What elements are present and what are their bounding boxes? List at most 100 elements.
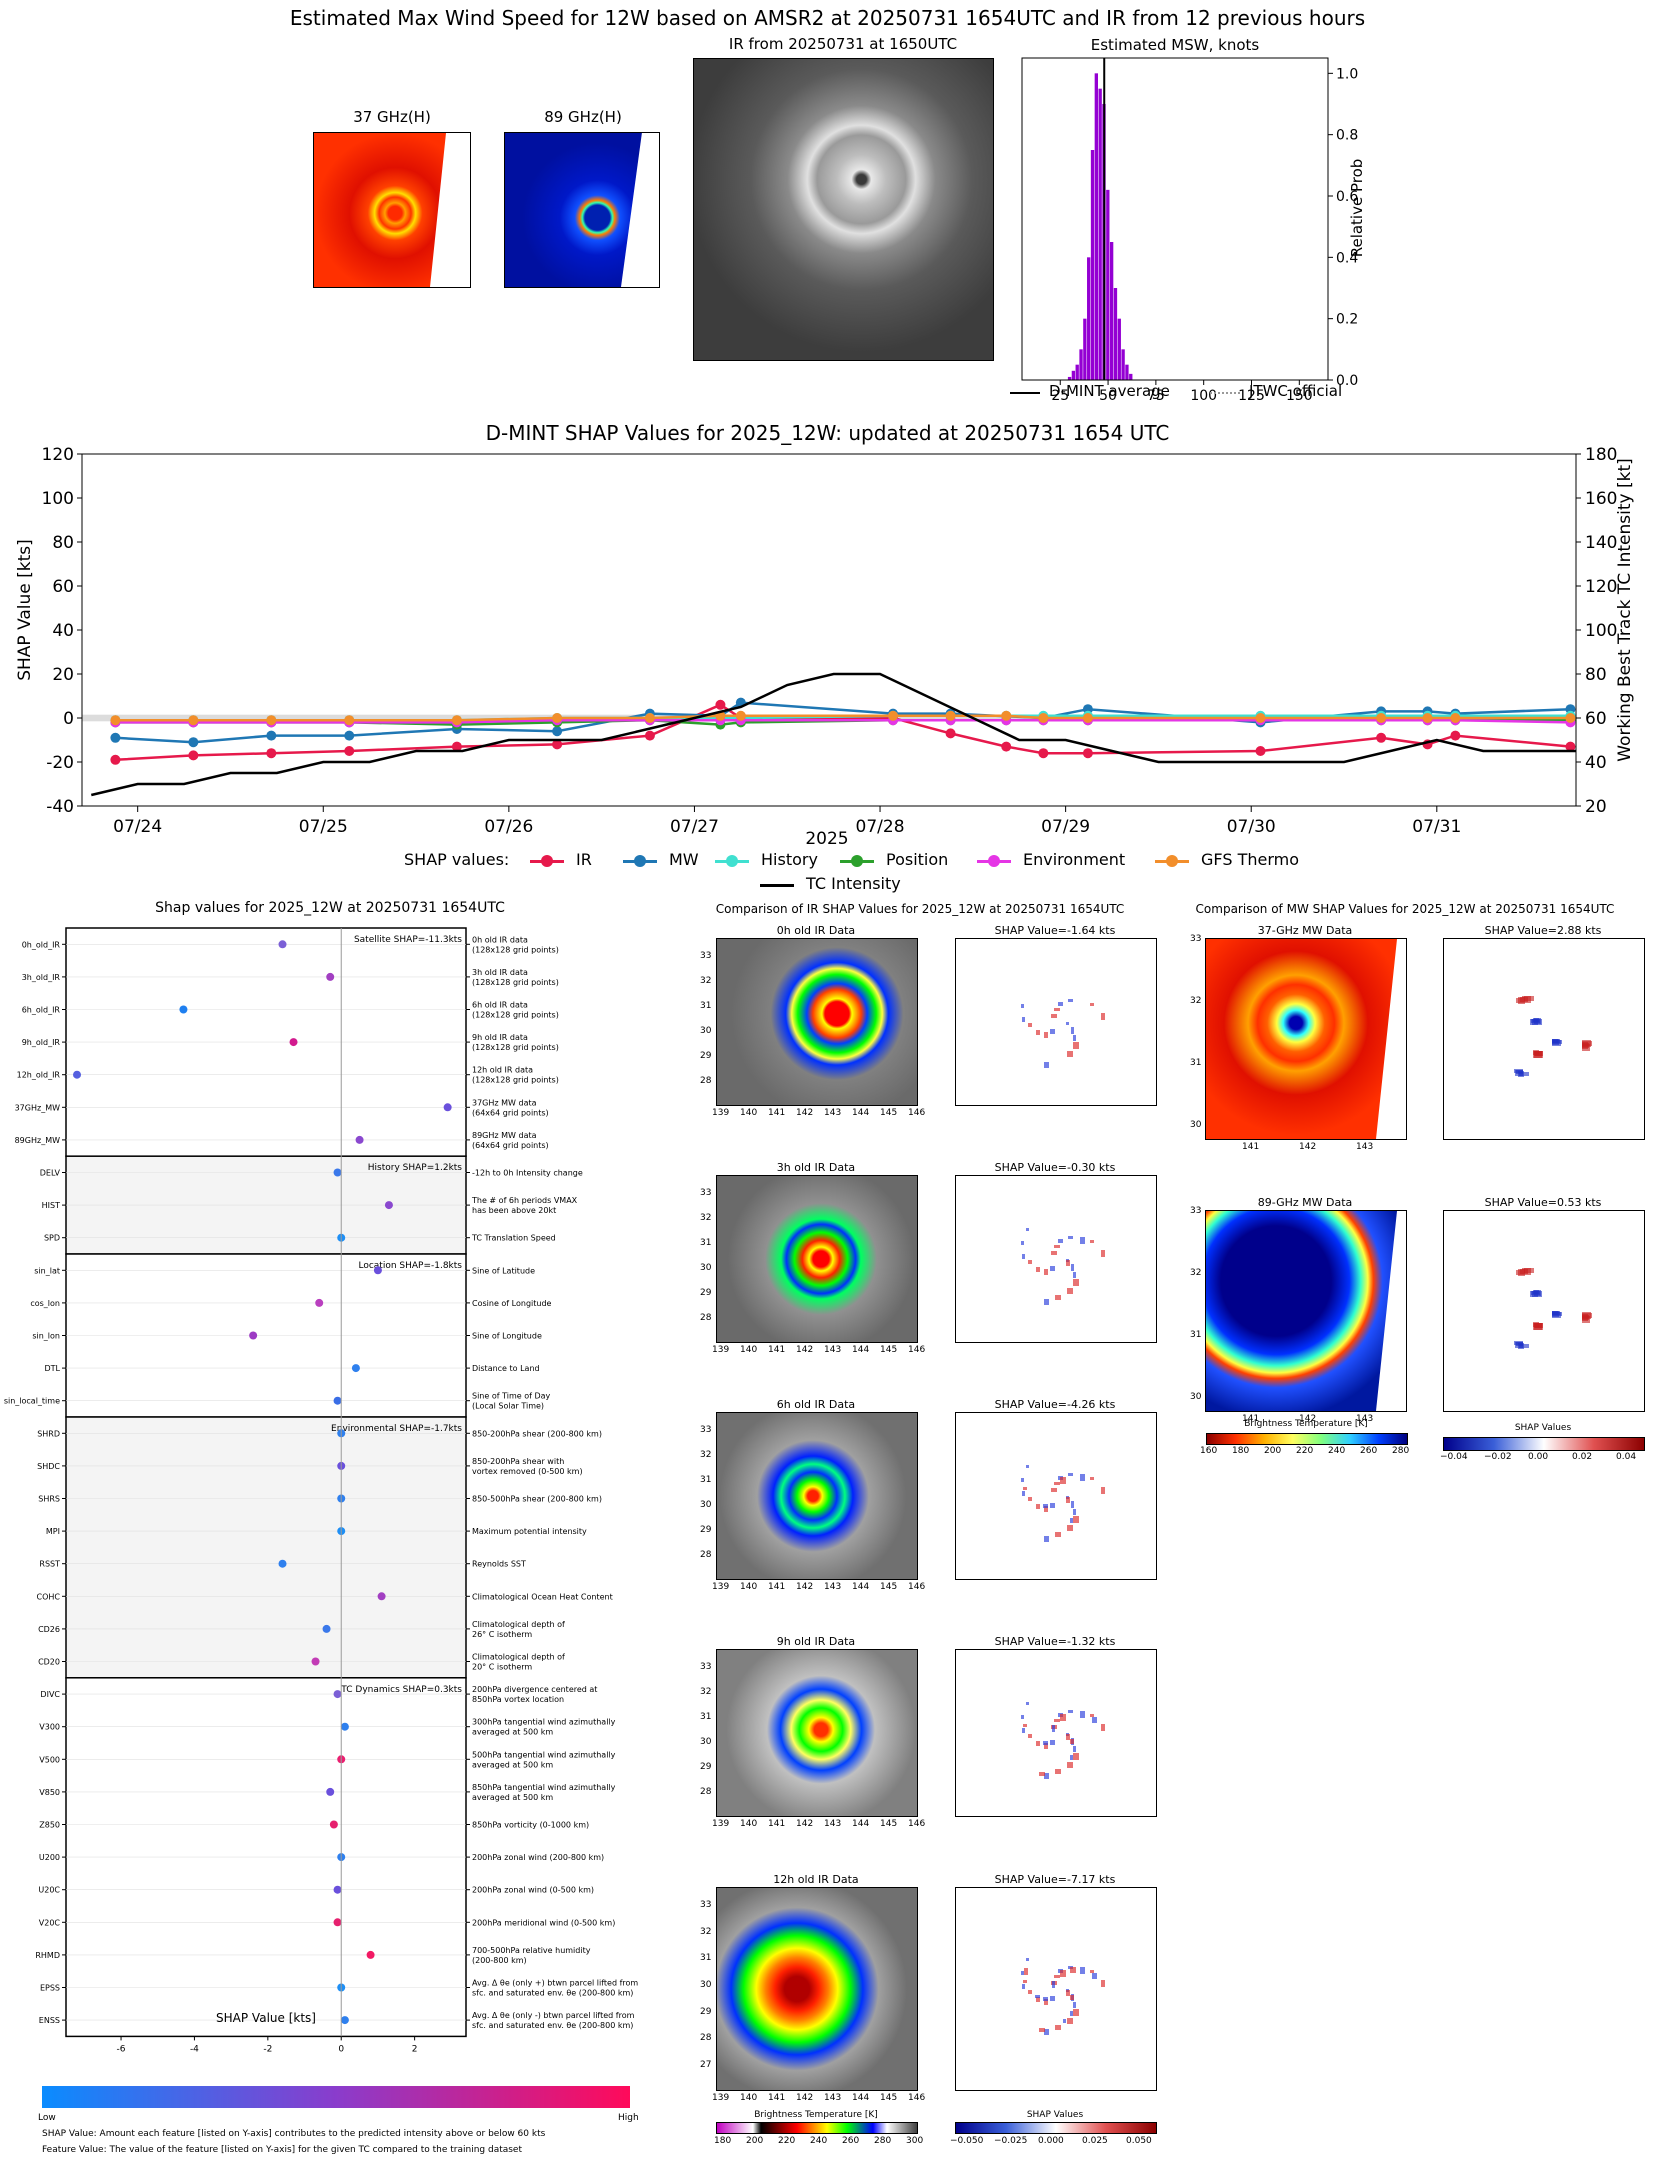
ts-ytick-label: 40 xyxy=(52,621,74,641)
msw-xtick-label: 125 xyxy=(1238,388,1265,404)
shap-speck xyxy=(1028,1023,1033,1028)
ir-xtick-label: 142 xyxy=(796,1819,814,1829)
ir-bt-tick: 300 xyxy=(906,2136,924,2146)
feature-dot xyxy=(340,2016,349,2025)
feature-dot xyxy=(289,1038,298,1047)
feature-name: HIST xyxy=(42,1201,60,1210)
ir-xtick-label: 141 xyxy=(768,1345,786,1355)
legend-label: Environment xyxy=(1023,850,1126,869)
ts-xtick-label: 07/29 xyxy=(1041,817,1090,837)
feature-desc: 850-200hPa shear with xyxy=(472,1457,564,1466)
legend-marker xyxy=(541,855,553,867)
msw-bar xyxy=(1129,373,1133,380)
shap-speck xyxy=(1054,2024,1061,2030)
shap-speck xyxy=(1044,1505,1049,1512)
shap-speck xyxy=(1054,1531,1061,1537)
feature-name: V850 xyxy=(39,1788,60,1797)
ts-point xyxy=(110,732,121,743)
ts-xtick-label: 07/24 xyxy=(113,817,162,837)
ir-xtick-label: 146 xyxy=(908,1345,926,1355)
ts-y2tick-label: 80 xyxy=(1585,665,1607,685)
feature-desc: Distance to Land xyxy=(472,1364,540,1373)
shap-speck xyxy=(1581,1043,1590,1051)
ts-point xyxy=(188,737,199,748)
shap-speck xyxy=(1100,1012,1105,1020)
shap-speck xyxy=(1025,1957,1029,1961)
mw-xtick-label: 142 xyxy=(1299,1142,1317,1152)
ir-ytick-label: 28 xyxy=(700,2033,712,2044)
shap-speck xyxy=(1066,1022,1069,1025)
mw-comp-title: Comparison of MW SHAP Values for 2025_12… xyxy=(1195,902,1615,916)
shap-speck xyxy=(1067,1236,1073,1240)
mw-shap-tick: −0.04 xyxy=(1440,1452,1468,1462)
ir-ytick-label: 31 xyxy=(700,1953,712,1964)
jtwc-legend-line xyxy=(1210,392,1240,394)
mw-ytick-label: 32 xyxy=(1190,1268,1202,1278)
msw-xtick-label: 150 xyxy=(1286,388,1313,404)
feature-desc: 850hPa vorticity (0-1000 km) xyxy=(472,1821,589,1830)
msw-ytick-label: 1.0 xyxy=(1336,66,1358,82)
ts-xlabel: 2025 xyxy=(805,829,848,849)
ts-legend: SHAP values: IR MW History Position Environm… xyxy=(0,846,1655,896)
feature-name: sin_lon xyxy=(32,1332,60,1341)
feature-desc: 9h old IR data xyxy=(472,1033,528,1042)
shap-speck xyxy=(1060,1969,1067,1977)
footer-2: Feature Value: The value of the feature … xyxy=(42,2145,522,2155)
shap-speck xyxy=(1071,1263,1075,1271)
ir-ytick-label: 29 xyxy=(700,1288,712,1299)
msw-bar xyxy=(1090,150,1095,380)
ts-xtick-label: 07/31 xyxy=(1412,817,1461,837)
mw-shap-tick: 0.04 xyxy=(1616,1452,1637,1462)
ir-xtick-label: 139 xyxy=(712,1819,730,1829)
shap-dot-svg: Satellite SHAP=-11.3kts 0h_old_IR 0h old I… xyxy=(4,927,639,2155)
ir-ytick-label: 30 xyxy=(700,1500,712,1511)
feature-desc: 200hPa zonal wind (0-500 km) xyxy=(472,1886,594,1895)
feature-name: 12h_old_IR xyxy=(17,1071,61,1080)
ir-xtick-label: 141 xyxy=(768,1108,786,1118)
shap-speck xyxy=(1067,999,1073,1003)
shap-speck xyxy=(1067,1966,1073,1970)
ts-point xyxy=(644,730,655,741)
ts-point xyxy=(1255,746,1266,756)
ts-point xyxy=(266,748,277,759)
ir-image-2 xyxy=(716,1412,918,1580)
msw-bar xyxy=(1109,242,1114,380)
shap-speck xyxy=(1023,1967,1028,1975)
mw-ytick-label: 33 xyxy=(1190,934,1202,944)
feature-name: V500 xyxy=(39,1755,60,1764)
feature-dot xyxy=(278,1559,287,1568)
msw-frame xyxy=(1021,57,1329,381)
mw-bt-tick: 160 xyxy=(1200,1446,1218,1456)
feature-desc: averaged at 500 km xyxy=(472,1760,553,1769)
feature-desc: 200hPa divergence centered at xyxy=(472,1685,597,1694)
ir-ytick-label: 31 xyxy=(700,1000,712,1011)
feature-dot xyxy=(333,1885,342,1894)
msw-bar xyxy=(1094,73,1098,381)
mw-shap-label: SHAP Value=0.53 kts xyxy=(1484,1196,1602,1209)
msw-bar xyxy=(1121,349,1125,380)
ir-ytick-label: 33 xyxy=(700,950,712,961)
ts-point xyxy=(1565,713,1576,723)
shap-speck xyxy=(1065,1260,1070,1267)
ir-shap-tick: 0.025 xyxy=(1082,2136,1108,2146)
feature-dot xyxy=(329,1820,338,1829)
ts-point xyxy=(266,730,277,741)
ir-shap-colorbar xyxy=(955,2122,1157,2134)
shap-speck xyxy=(1051,1251,1058,1256)
feature-desc: 12h old IR data xyxy=(472,1066,533,1075)
ir-xtick-label: 145 xyxy=(880,2093,898,2103)
ir-row-label: 3h old IR Data xyxy=(776,1161,856,1174)
ts-ytick-label: 120 xyxy=(42,445,74,465)
feature-desc: averaged at 500 km xyxy=(472,1793,553,1802)
thumb-37-label: 37 GHz(H) xyxy=(353,108,431,126)
shap-speck xyxy=(1089,1002,1094,1006)
ir-ytick-label: 30 xyxy=(700,1026,712,1037)
dot-xtick-label: 0 xyxy=(338,2044,344,2054)
shap-speck xyxy=(1053,1718,1060,1722)
ts-xtick-label: 07/30 xyxy=(1227,817,1276,837)
dot-xtick-label: 2 xyxy=(412,2044,418,2054)
ir-xtick-label: 140 xyxy=(740,1582,758,1592)
feature-dot xyxy=(179,1005,188,1014)
thumb-89ghz xyxy=(504,132,660,288)
shap-speck xyxy=(1513,1068,1523,1073)
